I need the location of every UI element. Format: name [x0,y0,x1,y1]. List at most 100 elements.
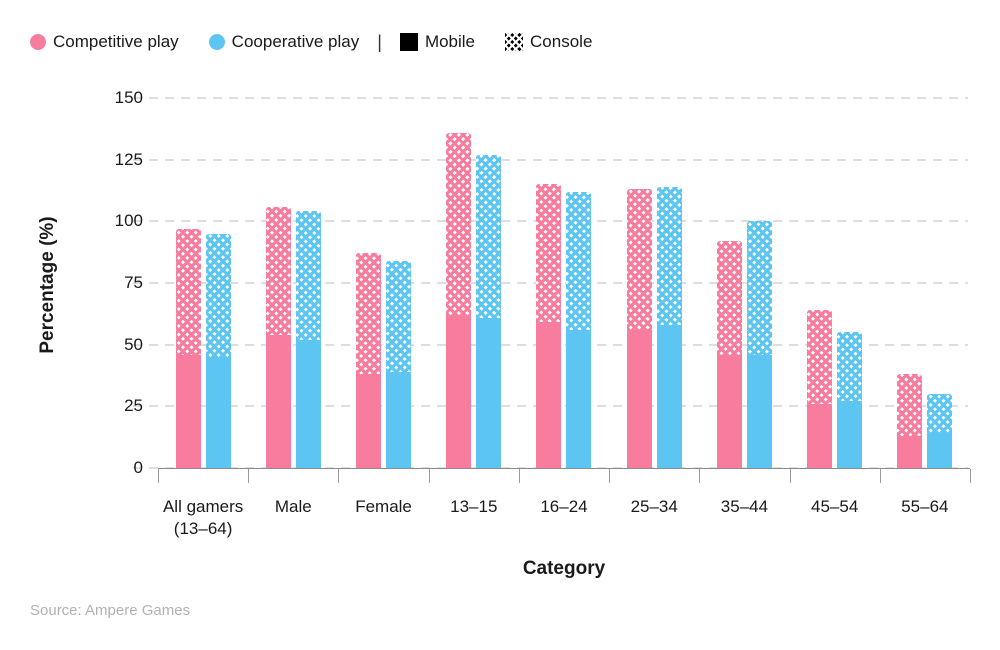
legend-label-console: Console [530,32,593,51]
bar-segment-mobile [656,324,682,468]
console-swatch-icon [505,33,524,51]
bar-segment-mobile [265,334,291,468]
bar-competitive [897,374,923,468]
y-axis-tick-label: 150 [114,88,143,107]
x-axis-category-label: 35–44 [720,497,769,516]
bar-group [429,98,519,468]
y-axis-tick-label: 75 [124,273,143,292]
x-axis-category-label: 13–15 [450,497,498,516]
bar-cooperative [205,233,231,468]
legend-item-mobile: Mobile [399,32,476,52]
bar-cooperative [837,332,863,468]
bar-segment-console [716,241,742,355]
bar-segment-mobile [476,317,502,468]
bar-segment-mobile [626,329,652,468]
x-axis-category-label: All gamers (13–64) [162,497,244,539]
x-axis-category-label: 25–34 [630,497,678,516]
mobile-swatch-icon [399,33,418,51]
y-axis-tick-label: 100 [114,211,143,231]
bar-competitive [356,253,382,468]
bar-segment-mobile [837,401,863,468]
bar-segment-console [295,211,321,340]
bar-competitive [626,189,652,468]
bar-segment-mobile [536,322,562,468]
bar-segment-mobile [446,315,472,468]
bar-group [338,98,428,468]
bar-segment-console [386,260,412,372]
x-axis-tick [789,469,791,483]
bar-segment-console [476,154,502,318]
x-axis-title: Category [522,558,606,579]
bar-segment-mobile [205,357,231,468]
chart-legend: Competitive play Cooperative play | Mobi… [30,30,592,54]
bar-cooperative [746,221,772,468]
bar-group [790,98,880,468]
bar-segment-console [205,233,231,357]
competitive-swatch-icon [30,34,46,50]
cooperative-swatch-icon [208,34,225,50]
bar-cooperative [566,191,592,468]
bar-segment-console [807,310,833,404]
legend-item-cooperative: Cooperative play [208,32,360,52]
y-axis-tick-label: 0 [133,458,143,477]
bar-segment-console [265,206,291,335]
bar-cooperative [927,394,953,468]
x-axis-category-label: 16–24 [540,497,588,516]
x-axis-category-label: 45–54 [811,497,859,516]
bar-segment-mobile [716,354,742,468]
bar-group [609,98,699,468]
y-axis-title: Percentage (%) [37,216,58,354]
y-axis-tick-label: 50 [124,334,143,354]
y-axis-tick-label: 25 [124,396,143,416]
bar-group [519,98,609,468]
bar-segment-console [746,221,772,355]
x-axis-line [158,468,970,469]
bar-segment-mobile [356,374,382,468]
bar-group [880,98,970,468]
bar-competitive [265,206,291,468]
bar-segment-console [566,191,592,330]
gridline [133,97,968,99]
bar-group [248,98,338,468]
x-axis-tick [248,469,250,483]
x-axis-tick [428,469,430,483]
bar-segment-mobile [175,354,201,468]
bar-cooperative [656,186,682,468]
bar-cooperative [386,260,412,468]
x-axis-tick [970,469,971,483]
plot-area [158,98,970,468]
bar-segment-mobile [566,329,592,468]
gridline [133,158,968,161]
bar-segment-mobile [927,433,953,468]
x-axis-tick [699,469,701,483]
legend-label-competitive: Competitive play [53,32,179,51]
source-note: Source: Ampere Games [30,602,191,619]
bar-segment-console [356,253,382,375]
bar-competitive [446,132,472,468]
bar-segment-console [927,394,953,434]
bar-segment-mobile [897,435,923,468]
x-axis-tick [609,469,611,483]
bar-cooperative [476,154,502,468]
bar-cooperative [295,211,321,468]
bar-segment-mobile [295,339,321,468]
bar-segment-console [626,189,652,330]
x-axis-category-label: Male [274,497,312,516]
x-axis-category-label: 55–64 [901,497,949,516]
x-axis-category-label: Female [355,497,412,516]
bar-competitive [175,228,201,468]
x-axis-category-labels: All gamers (13–64) Male Female 13–15 16–24 25… [158,496,970,540]
bar-segment-console [837,332,863,402]
y-axis-tick-label: 125 [114,149,143,169]
legend-item-console: Console [505,32,592,52]
legend-item-competitive: Competitive play [30,32,179,52]
x-axis-tick [879,469,881,483]
bar-segment-console [446,132,472,316]
legend-label-cooperative: Cooperative play [231,32,360,51]
x-axis-tick [338,469,340,483]
bar-group [158,98,248,468]
bar-competitive [536,184,562,468]
legend-label-mobile: Mobile [424,32,476,51]
bar-competitive [716,241,742,468]
